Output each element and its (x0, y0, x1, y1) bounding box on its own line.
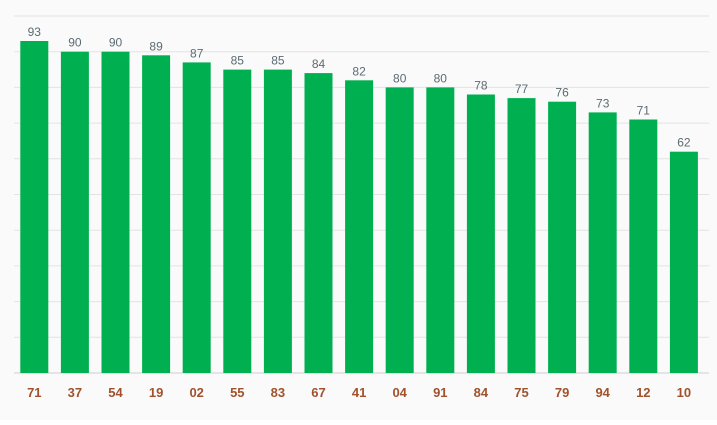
value-label-91: 80 (434, 71, 448, 85)
bar-02[interactable] (182, 62, 211, 374)
bar-67[interactable] (304, 73, 333, 373)
value-label-94: 73 (596, 96, 610, 110)
category-label-75: 75 (514, 385, 528, 400)
bar-19[interactable] (142, 55, 171, 374)
value-label-55: 85 (231, 54, 245, 68)
value-label-71: 93 (28, 25, 42, 39)
bar-55[interactable] (223, 69, 252, 373)
category-label-10: 10 (677, 385, 691, 400)
category-labels: 71 37 54 19 02 55 83 67 41 04 91 84 75 79 94 12 10 (27, 385, 691, 400)
value-label-12: 71 (637, 104, 651, 118)
category-label-67: 67 (311, 385, 325, 400)
category-label-37: 37 (68, 385, 82, 400)
bar-41[interactable] (345, 80, 374, 374)
category-label-19: 19 (149, 385, 163, 400)
value-label-67: 84 (312, 57, 326, 71)
bar-75[interactable] (507, 98, 536, 373)
bar-83[interactable] (263, 69, 292, 373)
value-labels: 93 90 90 89 87 85 85 84 82 80 80 78 77 76 73 71 62 (28, 25, 691, 150)
value-label-83: 85 (271, 54, 285, 68)
category-label-84: 84 (474, 385, 489, 400)
bar-84[interactable] (466, 94, 495, 374)
bar-37[interactable] (60, 51, 89, 373)
value-label-19: 89 (149, 39, 163, 53)
category-label-94: 94 (595, 385, 610, 400)
category-label-54: 54 (108, 385, 123, 400)
value-label-10: 62 (677, 136, 691, 150)
category-label-83: 83 (271, 385, 285, 400)
value-label-84: 78 (474, 79, 488, 93)
bar-94[interactable] (588, 112, 617, 374)
value-label-02: 87 (190, 46, 204, 60)
bar-12[interactable] (629, 119, 658, 374)
bar-10[interactable] (669, 151, 698, 373)
category-label-55: 55 (230, 385, 244, 400)
value-label-54: 90 (109, 36, 123, 50)
category-label-41: 41 (352, 385, 366, 400)
value-label-41: 82 (352, 64, 366, 78)
bar-54[interactable] (101, 51, 130, 373)
category-label-12: 12 (636, 385, 650, 400)
value-label-04: 80 (393, 71, 407, 85)
bar-91[interactable] (426, 87, 455, 374)
bar-79[interactable] (548, 101, 577, 373)
bars (20, 41, 698, 374)
category-label-04: 04 (392, 385, 407, 400)
category-label-02: 02 (189, 385, 203, 400)
category-label-79: 79 (555, 385, 569, 400)
value-label-75: 77 (515, 82, 529, 96)
value-label-37: 90 (68, 36, 82, 50)
value-label-79: 76 (555, 86, 569, 100)
bar-04[interactable] (385, 87, 414, 374)
category-label-91: 91 (433, 385, 447, 400)
category-label-71: 71 (27, 385, 41, 400)
bar-71[interactable] (20, 41, 49, 373)
